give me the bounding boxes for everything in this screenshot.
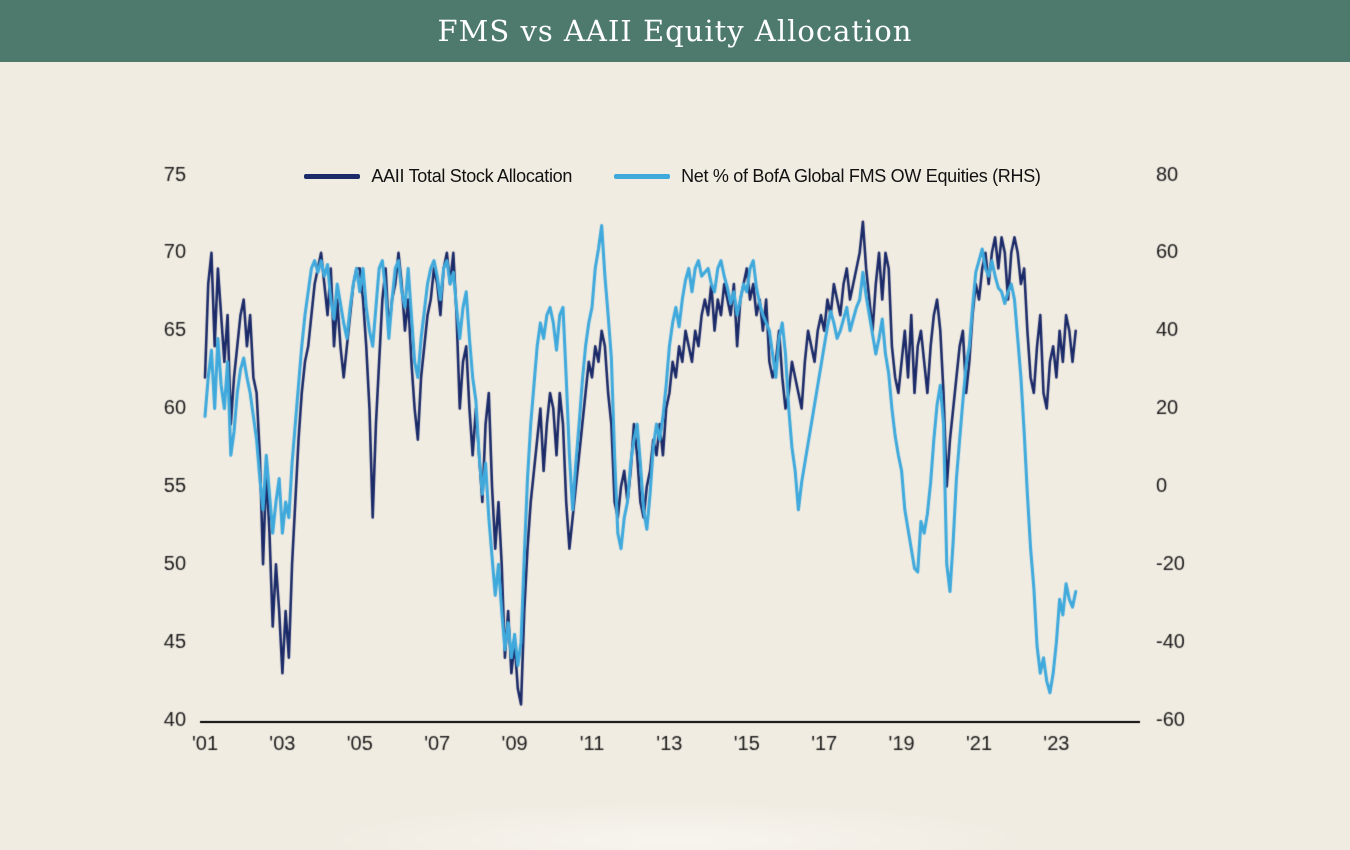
chart-legend: AAII Total Stock Allocation Net % of Bof… [200, 163, 1145, 189]
aaii-legend-label: AAII Total Stock Allocation [371, 165, 573, 186]
chart-canvas [0, 62, 1350, 850]
fms-legend-label: Net % of BofA Global FMS OW Equities (RH… [681, 165, 1041, 186]
legend-item-aaii: AAII Total Stock Allocation [304, 166, 572, 187]
page-title: FMS vs AAII Equity Allocation [437, 14, 913, 48]
chart-region: AAII Total Stock Allocation Net % of Bof… [0, 62, 1350, 850]
aaii-line-swatch [304, 173, 361, 179]
fms-line-swatch [614, 173, 671, 179]
title-bar: FMS vs AAII Equity Allocation [0, 0, 1350, 62]
legend-item-fms: Net % of BofA Global FMS OW Equities (RH… [614, 166, 1041, 187]
